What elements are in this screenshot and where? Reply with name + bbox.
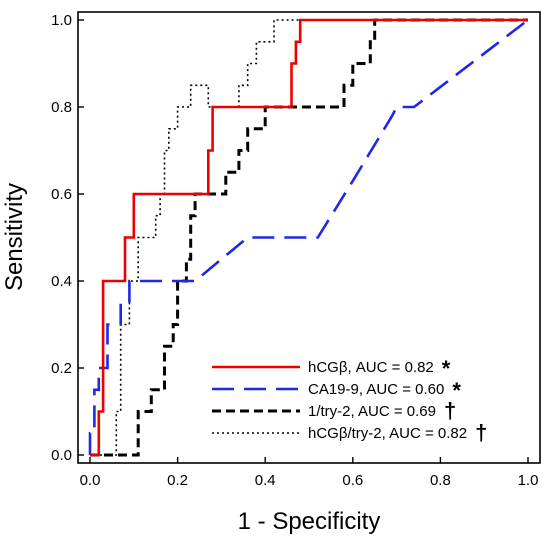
y-tick-label: 0.2 [51,360,72,377]
x-tick-label: 0.2 [167,472,188,489]
axis-ticks: 0.0 0.2 0.4 0.6 0.8 1.0 0.0 0.2 0.4 0.6 0.8 1.0 [51,12,538,489]
y-tick-label: 0.8 [51,99,72,116]
legend-significance-mark-4: † [475,420,487,445]
legend: hCGβ, AUC = 0.82 *CA19-9, AUC = 0.60 *1/tr… [212,356,487,445]
x-tick-label: 0.4 [255,472,276,489]
legend-label-4: hCGβ/try-2, AUC = 0.82 [308,425,467,442]
series-line-2 [88,18,529,455]
legend-significance-mark-3: † [444,398,456,423]
series-layer [88,18,529,457]
x-tick-label: 1.0 [518,472,539,489]
legend-significance-mark-2: * [452,378,461,403]
y-tick-label: 0.6 [51,186,72,203]
x-tick-label: 0.8 [430,472,451,489]
y-tick-label: 0.4 [51,273,72,290]
y-tick-label: 0.0 [51,447,72,464]
y-tick-label: 1.0 [51,12,72,29]
x-axis-title: 1 - Specificity [238,508,381,535]
x-tick-label: 0.0 [80,472,101,489]
x-tick-label: 0.6 [342,472,363,489]
series-line-3 [90,18,528,457]
series-line-1 [90,18,528,457]
plot-frame [77,11,541,464]
legend-label-2: CA19-9, AUC = 0.60 [308,381,444,398]
legend-significance-mark-1: * [442,356,451,381]
legend-label-3: 1/try-2, AUC = 0.69 [308,403,436,420]
series-line-4 [90,19,528,456]
y-axis-title: Sensitivity [1,183,28,291]
legend-label-1: hCGβ, AUC = 0.82 [308,359,434,376]
